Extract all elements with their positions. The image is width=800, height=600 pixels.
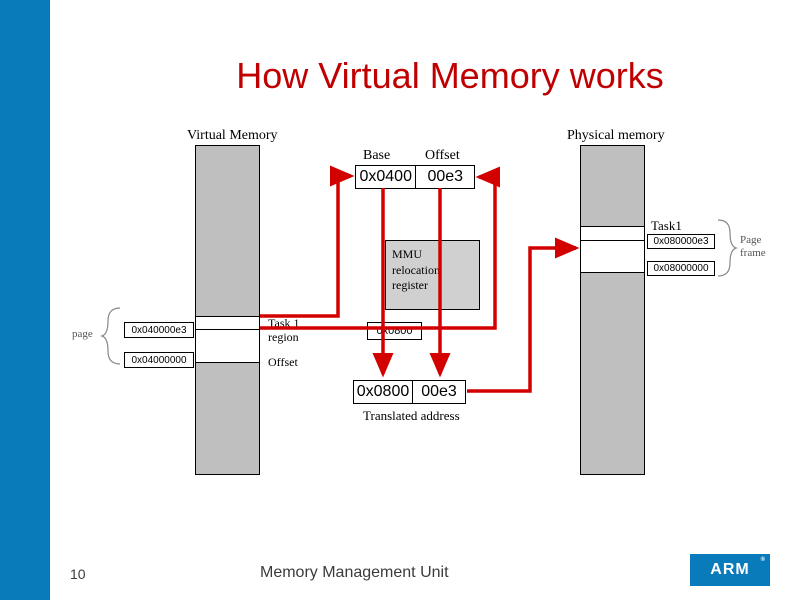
label-base: Base xyxy=(363,148,390,164)
physical-memory-column xyxy=(580,145,645,475)
label-page-frame: Page frame xyxy=(740,234,766,260)
phys-addr-lo: 0x08000000 xyxy=(647,261,715,276)
virt-addr-lo: 0x04000000 xyxy=(124,352,194,368)
slide-title: How Virtual Memory works xyxy=(170,55,730,97)
label-page: page xyxy=(72,328,93,340)
registered-mark: ® xyxy=(761,557,766,563)
virt-addr-hi: 0x040000e3 xyxy=(124,322,194,338)
label-offset-vm: Offset xyxy=(268,355,298,370)
brace-page-frame xyxy=(716,218,738,278)
virtual-task1-region xyxy=(196,316,259,363)
output-reg-offset: 00e3 xyxy=(421,383,457,401)
label-task1: Task1 xyxy=(651,218,682,234)
mmu-box: MMU relocation register xyxy=(385,240,480,310)
input-register: 0x0400 00e3 xyxy=(355,165,475,187)
output-reg-base-cell: 0x0800 xyxy=(353,380,412,404)
arm-logo-text: ARM xyxy=(710,561,749,579)
label-virtual-memory: Virtual Memory xyxy=(187,128,278,144)
virtual-offset-line xyxy=(196,329,259,330)
brace-page xyxy=(100,306,122,366)
physical-offset-line xyxy=(581,240,644,241)
label-translated: Translated address xyxy=(363,408,460,424)
mmu-value: 0x0800 xyxy=(367,322,422,340)
footer-text: Memory Management Unit xyxy=(260,564,449,582)
label-offset-top: Offset xyxy=(425,148,460,164)
virtual-memory-column xyxy=(195,145,260,475)
slide-number: 10 xyxy=(70,566,86,582)
output-reg-offset-cell: 00e3 xyxy=(412,380,466,404)
input-reg-base-cell: 0x0400 xyxy=(355,165,415,189)
phys-addr-hi: 0x080000e3 xyxy=(647,234,715,249)
output-register: 0x0800 00e3 xyxy=(353,380,466,402)
arm-logo: ARM ® xyxy=(690,554,770,586)
label-physical-memory: Physical memory xyxy=(567,128,665,144)
input-reg-offset: 00e3 xyxy=(427,168,463,186)
label-task1-region: Task 1 region xyxy=(268,316,300,345)
accent-sidebar xyxy=(0,0,50,600)
input-reg-offset-cell: 00e3 xyxy=(415,165,475,189)
input-reg-base: 0x0400 xyxy=(359,168,412,186)
label-mmu: MMU relocation register xyxy=(392,247,440,294)
output-reg-base: 0x0800 xyxy=(357,383,410,401)
physical-task1-region xyxy=(581,226,644,273)
